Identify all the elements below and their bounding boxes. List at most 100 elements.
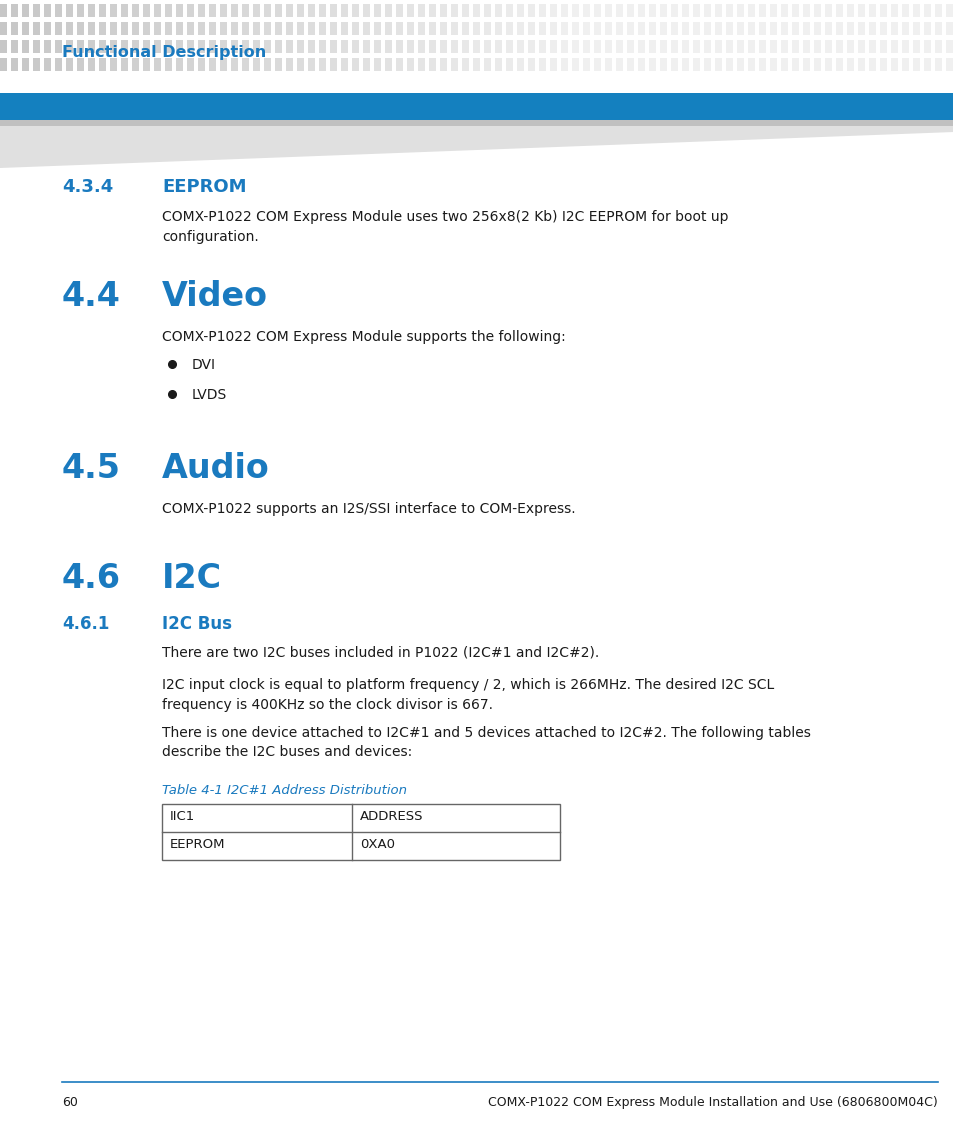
Bar bbox=[483, 3, 491, 17]
Bar bbox=[88, 22, 95, 35]
Bar bbox=[912, 3, 919, 17]
Bar bbox=[0, 58, 7, 71]
Bar bbox=[209, 22, 215, 35]
Bar bbox=[0, 40, 7, 53]
Bar bbox=[670, 40, 678, 53]
Bar bbox=[264, 40, 271, 53]
Bar bbox=[220, 3, 227, 17]
Bar bbox=[253, 58, 260, 71]
Bar bbox=[407, 22, 414, 35]
Bar bbox=[912, 58, 919, 71]
Bar bbox=[11, 3, 18, 17]
Bar bbox=[165, 40, 172, 53]
Bar bbox=[616, 58, 622, 71]
Bar bbox=[890, 22, 897, 35]
Bar bbox=[0, 22, 7, 35]
Bar bbox=[110, 58, 117, 71]
Bar bbox=[737, 22, 743, 35]
Bar bbox=[604, 22, 612, 35]
Bar bbox=[868, 3, 875, 17]
Bar bbox=[55, 58, 62, 71]
Bar bbox=[110, 22, 117, 35]
Bar bbox=[340, 22, 348, 35]
Bar bbox=[429, 22, 436, 35]
Bar bbox=[395, 22, 402, 35]
Bar bbox=[769, 22, 776, 35]
Bar bbox=[505, 22, 513, 35]
Bar bbox=[143, 22, 150, 35]
Bar bbox=[22, 40, 29, 53]
Bar bbox=[857, 22, 864, 35]
Bar bbox=[648, 3, 656, 17]
Bar bbox=[77, 40, 84, 53]
Bar bbox=[538, 40, 545, 53]
Bar bbox=[495, 40, 501, 53]
Bar bbox=[857, 3, 864, 17]
Bar bbox=[99, 58, 106, 71]
Bar bbox=[44, 3, 51, 17]
Bar bbox=[461, 40, 469, 53]
Bar bbox=[439, 40, 447, 53]
Bar bbox=[934, 3, 941, 17]
Bar bbox=[879, 22, 886, 35]
Bar bbox=[220, 40, 227, 53]
Bar bbox=[714, 58, 721, 71]
Bar bbox=[638, 22, 644, 35]
Bar bbox=[813, 40, 821, 53]
Bar bbox=[725, 40, 732, 53]
Text: 4.5: 4.5 bbox=[62, 452, 121, 485]
Bar bbox=[308, 58, 314, 71]
Bar bbox=[560, 3, 567, 17]
Bar bbox=[538, 3, 545, 17]
Bar bbox=[187, 22, 193, 35]
Bar bbox=[759, 3, 765, 17]
Bar bbox=[220, 58, 227, 71]
Bar bbox=[769, 3, 776, 17]
Bar bbox=[0, 93, 953, 120]
Bar bbox=[616, 22, 622, 35]
Bar bbox=[439, 3, 447, 17]
Bar bbox=[824, 3, 831, 17]
Bar bbox=[165, 3, 172, 17]
Text: I2C Bus: I2C Bus bbox=[162, 615, 232, 633]
Bar bbox=[594, 22, 600, 35]
Bar bbox=[231, 22, 237, 35]
Bar bbox=[374, 40, 380, 53]
Bar bbox=[198, 40, 205, 53]
Bar bbox=[22, 3, 29, 17]
Bar bbox=[153, 40, 161, 53]
Bar bbox=[395, 40, 402, 53]
Bar bbox=[11, 58, 18, 71]
Bar bbox=[461, 22, 469, 35]
Bar bbox=[791, 3, 799, 17]
Bar bbox=[802, 40, 809, 53]
Bar bbox=[318, 40, 326, 53]
Bar bbox=[308, 3, 314, 17]
Bar bbox=[604, 40, 612, 53]
Bar bbox=[560, 22, 567, 35]
Bar bbox=[253, 3, 260, 17]
Text: COMX-P1022 COM Express Module supports the following:: COMX-P1022 COM Express Module supports t… bbox=[162, 330, 565, 344]
Bar bbox=[162, 804, 559, 860]
Bar bbox=[121, 3, 128, 17]
Bar bbox=[517, 58, 523, 71]
Bar bbox=[934, 40, 941, 53]
Bar bbox=[88, 58, 95, 71]
Bar bbox=[868, 22, 875, 35]
Bar bbox=[330, 3, 336, 17]
Bar bbox=[417, 58, 424, 71]
Bar bbox=[582, 22, 589, 35]
Bar bbox=[296, 58, 304, 71]
Bar bbox=[187, 3, 193, 17]
Bar bbox=[77, 3, 84, 17]
Bar bbox=[890, 3, 897, 17]
Bar bbox=[527, 3, 535, 17]
Text: EEPROM: EEPROM bbox=[170, 838, 225, 851]
Bar bbox=[527, 58, 535, 71]
Text: COMX-P1022 COM Express Module Installation and Use (6806800M04C): COMX-P1022 COM Express Module Installati… bbox=[488, 1096, 937, 1110]
Bar bbox=[747, 22, 754, 35]
Bar bbox=[363, 22, 370, 35]
Bar bbox=[813, 22, 821, 35]
Text: Video: Video bbox=[162, 281, 268, 313]
Text: 4.3.4: 4.3.4 bbox=[62, 177, 113, 196]
